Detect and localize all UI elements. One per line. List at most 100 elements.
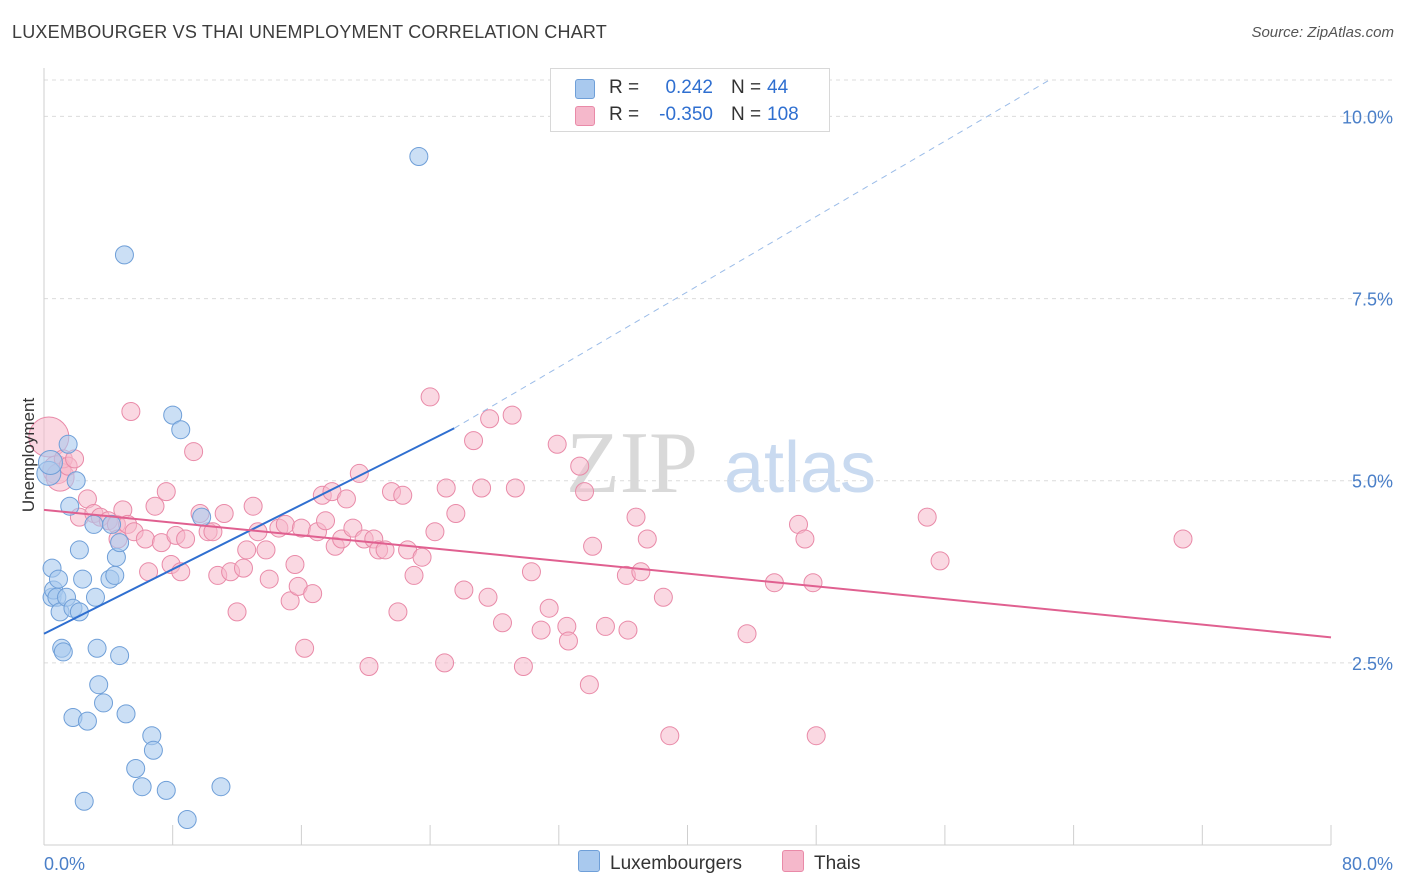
- luxembourgers-point: [171, 420, 191, 440]
- thais-point: [214, 504, 234, 523]
- luxembourgers-point: [69, 540, 89, 560]
- luxembourgers-point: [48, 569, 68, 589]
- thais-point: [570, 456, 590, 476]
- luxembourgers-point: [163, 405, 183, 425]
- thais-point: [917, 507, 937, 527]
- luxembourgers-point: [143, 740, 163, 760]
- thais-point: [295, 638, 315, 658]
- thais-point: [336, 489, 356, 509]
- thais-point: [425, 522, 445, 542]
- thais-point: [275, 514, 295, 534]
- thais-point: [145, 496, 165, 516]
- thais-point: [256, 540, 276, 560]
- thais-point: [803, 573, 823, 593]
- thais-point: [579, 675, 599, 695]
- thais-point: [806, 726, 826, 746]
- thais-trend-line: [43, 508, 1332, 639]
- thais-point: [737, 624, 757, 644]
- legend-r-label: R =: [609, 77, 640, 98]
- thais-point: [521, 562, 541, 582]
- thais-point: [404, 565, 424, 585]
- thais-point: [653, 587, 673, 607]
- luxembourgers-point: [60, 496, 80, 516]
- legend-r-value: -0.350: [659, 104, 713, 125]
- luxembourgers-point: [126, 759, 146, 778]
- trend-lines: [43, 79, 1332, 639]
- thais-point: [472, 478, 492, 498]
- thais-point: [243, 496, 263, 516]
- thais-point: [478, 587, 498, 607]
- y-tick-label: 5.0%: [1352, 472, 1393, 492]
- thais-point: [280, 591, 300, 611]
- thais-point: [176, 529, 196, 549]
- luxembourgers-point: [89, 675, 109, 695]
- legend-r-value: 0.242: [665, 77, 713, 98]
- x-tick-label: 80.0%: [1342, 854, 1393, 874]
- luxembourgers-point: [211, 777, 231, 797]
- thais-point: [547, 434, 567, 454]
- thais-point: [388, 602, 408, 622]
- thais-point: [233, 558, 253, 578]
- luxembourgers-point: [110, 646, 130, 666]
- luxembourgers-point: [102, 514, 122, 534]
- thais-point: [539, 598, 559, 618]
- bottom-legend-swatch-pink: [782, 850, 804, 872]
- watermark: ZIP atlas: [566, 415, 876, 512]
- luxembourgers-point: [110, 533, 130, 553]
- legend-n-value: 108: [767, 104, 799, 125]
- tick-labels: 2.5% 5.0% 7.5% 10.0% 0.0% 80.0%: [44, 107, 1393, 874]
- luxembourgers-point: [85, 587, 105, 607]
- legend-row-luxembourgers: R = 0.242 N = 44: [551, 75, 829, 101]
- legend-n-value: 44: [767, 77, 789, 98]
- thais-point: [135, 529, 155, 549]
- thais-point: [505, 478, 525, 498]
- chart-title: LUXEMBOURGER VS THAI UNEMPLOYMENT CORREL…: [12, 22, 607, 42]
- thais-point: [595, 616, 615, 636]
- thais-points: [28, 387, 1193, 746]
- luxembourgers-point: [409, 147, 429, 166]
- thais-point: [412, 547, 432, 567]
- thais-point: [631, 562, 651, 582]
- thais-point: [575, 482, 595, 502]
- legend-n-label: N =: [731, 104, 762, 125]
- thais-point: [558, 631, 578, 651]
- thais-point: [502, 405, 522, 425]
- luxembourgers-point: [53, 642, 73, 662]
- bottom-legend-label: Thais: [814, 853, 861, 874]
- thais-point: [303, 584, 323, 604]
- luxembourgers-point: [177, 810, 197, 829]
- legend-swatch-pink: [575, 106, 595, 126]
- thais-point: [446, 504, 466, 523]
- luxembourgers-point: [94, 693, 114, 713]
- luxembourgers-point: [58, 434, 78, 454]
- watermark-atlas: atlas: [724, 428, 876, 508]
- luxembourgers-point: [132, 777, 152, 797]
- thais-point: [930, 551, 950, 571]
- luxembourgers-point: [87, 638, 107, 658]
- thais-point: [454, 580, 474, 600]
- thais-point: [464, 431, 484, 451]
- luxembourgers-point: [105, 565, 125, 585]
- thais-point: [1173, 529, 1193, 549]
- thais-point: [660, 726, 680, 746]
- bottom-legend-swatch-blue: [578, 850, 600, 872]
- thais-point: [184, 442, 204, 462]
- luxembourgers-point: [37, 450, 63, 475]
- legend-row-thais: R = -0.350 N = 108: [551, 102, 829, 128]
- luxembourgers-point: [192, 507, 212, 527]
- luxembourgers-point: [84, 514, 104, 534]
- thais-point: [393, 485, 413, 505]
- thais-point: [531, 620, 551, 640]
- bottom-legend-luxembourgers: Luxembourgers: [578, 850, 742, 875]
- thais-point: [359, 657, 379, 676]
- thais-point: [227, 602, 247, 622]
- luxembourgers-point: [116, 704, 136, 724]
- bottom-legend-label: Luxembourgers: [610, 853, 743, 874]
- thais-point: [637, 529, 657, 549]
- y-axis-label: Unemployment: [19, 398, 38, 513]
- legend-n-label: N =: [731, 77, 762, 98]
- legend: R = 0.242 N = 44 R = -0.350 N = 108: [550, 68, 830, 132]
- thais-point: [795, 529, 815, 549]
- x-tick-label: 0.0%: [44, 854, 85, 874]
